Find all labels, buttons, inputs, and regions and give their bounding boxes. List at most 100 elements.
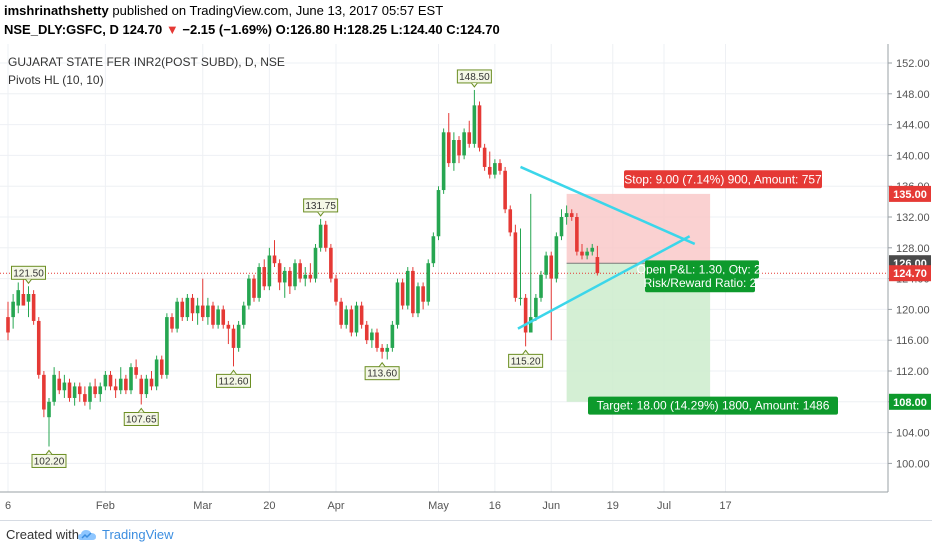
candle-body	[267, 255, 272, 287]
candle-body	[405, 270, 410, 306]
pnl-label-box	[645, 260, 759, 279]
candle-body	[334, 278, 338, 302]
pivot-pointer	[137, 407, 145, 413]
indicator-label: Pivots HL (10, 10)	[8, 73, 104, 87]
candle-body	[329, 247, 333, 279]
candle-body	[539, 274, 543, 298]
pivot-pointer	[470, 82, 478, 88]
close-value: C:124.70	[446, 22, 500, 37]
candle-body	[67, 382, 72, 398]
candle-body	[98, 386, 103, 395]
candle-body	[569, 213, 574, 217]
time-tick-label: Jun	[542, 500, 560, 512]
candle-body	[395, 282, 400, 325]
candle-body	[380, 347, 384, 352]
candle-body	[544, 255, 548, 275]
candle-body	[77, 386, 82, 395]
price-badge	[889, 185, 931, 202]
pivot-label-text: 113.60	[367, 369, 397, 380]
price-badge-text: 108.00	[893, 397, 927, 409]
footer-bar: Created with TradingView	[0, 520, 932, 551]
candle-body	[318, 224, 323, 248]
candle-body	[180, 301, 185, 318]
target-label-text: Target: 18.00 (14.29%) 1800, Amount: 148…	[597, 399, 830, 413]
candle-body	[282, 270, 287, 283]
candle-body	[16, 290, 21, 306]
open-value: O:126.80	[275, 22, 330, 37]
time-tick-label: 20	[263, 500, 275, 512]
price-tick-label: 128.00	[896, 243, 930, 255]
candle-body	[72, 386, 77, 398]
time-tick-label: 6	[5, 500, 11, 512]
price-chart[interactable]: 121.50 102.20 107.65 112.60 131.75 113.60 148.…	[0, 44, 932, 520]
candle-body	[390, 324, 395, 348]
candle-body	[462, 132, 466, 156]
low-value: L:124.40	[390, 22, 443, 37]
chart-legend: GUJARAT STATE FER INR2(POST SUBD), D, NS…	[8, 55, 285, 87]
trade-labels: Stop: 9.00 (7.14%) 900, Amount: 757 Open …	[588, 170, 838, 415]
candle-body	[554, 236, 559, 279]
time-tick-label: Apr	[327, 500, 344, 512]
candle-body	[277, 263, 282, 283]
tradingview-brand[interactable]: TradingView	[102, 527, 174, 542]
candle-body	[42, 374, 46, 410]
symbol-ohlc-line: NSE_DLY:GSFC, D 124.70 ▼ −2.15 (−1.69%) …	[4, 22, 500, 37]
author-name[interactable]: imshrinathshetty	[4, 3, 109, 18]
pnl-label-text: Open P&L: 1.30, Qty: 27	[637, 262, 768, 276]
time-tick-label: 19	[607, 500, 619, 512]
candle-body	[124, 378, 128, 391]
tradingview-cloud-icon	[78, 530, 96, 540]
candle-body	[359, 305, 364, 325]
price-badge	[889, 265, 931, 282]
candle-body	[288, 270, 292, 287]
axes: 152.00148.00144.00140.00136.00132.00128.…	[0, 44, 931, 512]
candle-body	[559, 217, 564, 237]
candle-body	[585, 251, 589, 256]
trendline	[517, 235, 691, 330]
candle-body	[272, 255, 277, 264]
stop-label-box	[624, 170, 822, 189]
candle-body	[175, 301, 179, 329]
candle-body	[436, 190, 441, 237]
candle-body	[154, 359, 159, 387]
candle-body	[498, 163, 502, 171]
pivot-label-text: 121.50	[13, 268, 44, 279]
candle-body	[400, 282, 405, 306]
candle-body	[88, 386, 92, 402]
pivot-label-text: 131.75	[305, 201, 336, 212]
price-tick-label: 140.00	[896, 150, 930, 162]
pivot-pointer	[317, 211, 325, 217]
candle-body	[457, 140, 461, 156]
price-change: −2.15 (−1.69%)	[182, 22, 272, 37]
candle-body	[257, 267, 261, 298]
candle-body	[252, 278, 256, 298]
pivot-pointer	[45, 449, 53, 455]
trendlines[interactable]	[517, 165, 696, 330]
trade-zones	[566, 193, 711, 402]
price-tick-label: 132.00	[896, 212, 930, 224]
price-tick-label: 152.00	[896, 58, 930, 70]
candle-body	[467, 132, 472, 144]
pivot-labels: 121.50 102.20 107.65 112.60 131.75 113.60 148.…	[11, 69, 544, 468]
candle-body	[185, 297, 190, 318]
candle-body	[354, 305, 359, 333]
candle-body	[503, 170, 507, 210]
candle-body	[241, 305, 246, 325]
time-tick-label: Feb	[96, 500, 115, 512]
pivot-label-text: 107.65	[126, 414, 157, 425]
candle-body	[6, 317, 10, 333]
candle-body	[385, 347, 390, 352]
price-tick-label: 120.00	[896, 304, 930, 316]
pivot-pointer	[25, 279, 32, 285]
candle-body	[344, 309, 349, 325]
pivot-pointer	[522, 349, 530, 355]
candle-body	[482, 147, 487, 167]
candle-body	[231, 328, 236, 348]
candle-body	[211, 305, 215, 325]
candle-body	[200, 305, 205, 318]
publication-line: imshrinathshetty published on TradingVie…	[4, 3, 443, 18]
rr-label-box	[645, 274, 755, 293]
trendline	[519, 165, 696, 246]
chart-area[interactable]: 121.50 102.20 107.65 112.60 131.75 113.60 148.…	[0, 44, 932, 520]
price-tick-label: 100.00	[896, 458, 930, 470]
